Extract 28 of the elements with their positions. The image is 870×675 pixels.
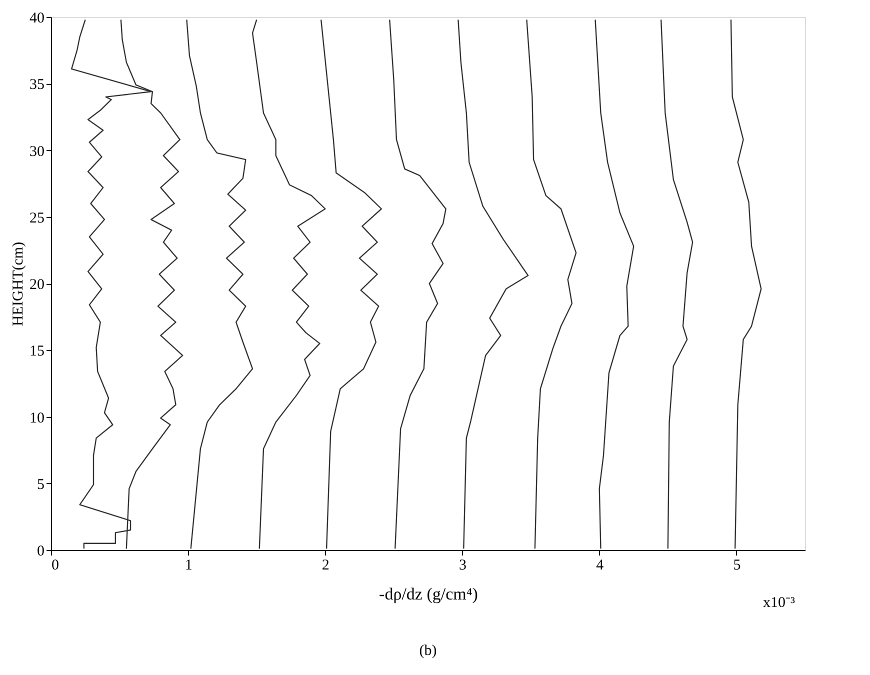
line-series (730, 19, 762, 550)
x-tick-label: 2 (322, 558, 330, 574)
x-tick-label: 3 (459, 558, 467, 574)
y-tick-label: 30 (30, 144, 44, 160)
line-series (458, 19, 529, 550)
y-tick-label: 25 (30, 210, 44, 226)
y-tick-label: 20 (30, 277, 44, 293)
x-tick-label: 1 (184, 558, 192, 574)
x-tick-label: 5 (733, 558, 741, 574)
line-series (186, 19, 254, 550)
line-series (389, 19, 446, 550)
text: (b) (419, 643, 437, 659)
line-series (660, 19, 694, 550)
y-tick-label: 40 (30, 10, 44, 26)
line-series (320, 19, 382, 550)
line-series (594, 19, 634, 550)
x-axis-title: -dρ/dz (g/cm⁴) (379, 584, 478, 604)
y-axis-title: HEIGHT(cm) (10, 242, 26, 326)
line-series (252, 19, 326, 550)
y-tick-label: 15 (30, 344, 44, 360)
x-tick-label: 0 (52, 558, 59, 574)
y-tick-label: 35 (30, 77, 44, 94)
y-tick-label: 10 (30, 410, 44, 426)
x-tick-label: 4 (596, 558, 604, 574)
line-series (526, 19, 577, 550)
y-tick-label: 5 (37, 476, 44, 493)
y-tick-label: 0 (37, 544, 44, 560)
text: x10⁻³ (763, 595, 796, 611)
